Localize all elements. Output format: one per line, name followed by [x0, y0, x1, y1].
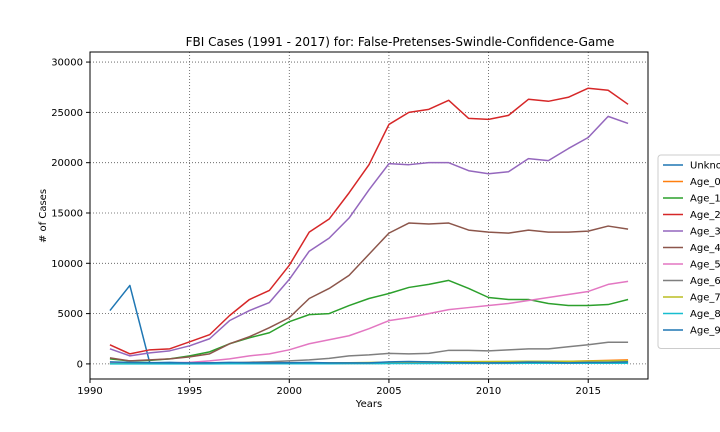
plot-frame: [89, 51, 649, 380]
y-tick-label: 5000: [58, 309, 83, 320]
series-line-age-3: [109, 115, 629, 357]
series-line-age-1: [109, 279, 629, 362]
series-line-age-4: [109, 222, 629, 362]
y-axis-ticks: 0 5000 10000 15000 20000 25000 30000: [51, 58, 90, 370]
legend-label: Age_6: [690, 276, 720, 287]
legend: Unkno Age_0 Age_1 Age_2 Age_3 Age_4 Age_5 Age_6…: [657, 154, 720, 349]
x-tick-label: 1995: [177, 386, 202, 397]
legend-label: Unkno: [690, 161, 720, 172]
x-tick-label: 2010: [476, 386, 501, 397]
x-tick-label: 2005: [376, 386, 401, 397]
legend-label: Age_1: [690, 194, 720, 205]
y-tick-label: 15000: [51, 208, 83, 219]
series-line-age-9: [109, 360, 629, 364]
legend-label: Age_0: [690, 177, 720, 188]
x-tick-label: 1990: [77, 386, 102, 397]
series-line-age-2: [109, 87, 629, 355]
x-axis-ticks: 1990 1995 2000 2005 2010 2015: [77, 379, 601, 397]
chart-title: FBI Cases (1991 - 2017) for: False-Prete…: [186, 35, 615, 49]
legend-label: Age_9: [690, 326, 720, 337]
legend-label: Age_4: [690, 243, 720, 254]
y-tick-label: 20000: [51, 158, 83, 169]
y-axis-title: # of Cases: [38, 189, 49, 243]
y-tick-label: 10000: [51, 259, 83, 270]
legend-label: Age_8: [690, 309, 720, 320]
legend-box: [657, 154, 720, 349]
x-tick-label: 2015: [575, 386, 600, 397]
series-lines: [109, 87, 629, 365]
y-tick-label: 0: [77, 359, 83, 370]
legend-label: Age_3: [690, 227, 720, 238]
x-axis-title: Years: [355, 399, 382, 410]
x-tick-label: 2000: [277, 386, 302, 397]
series-line-age-5: [109, 280, 629, 365]
y-tick-label: 30000: [51, 58, 83, 69]
legend-label: Age_7: [690, 293, 720, 304]
y-tick-label: 25000: [51, 108, 83, 119]
legend-label: Age_2: [690, 210, 720, 221]
legend-label: Age_5: [690, 260, 720, 271]
